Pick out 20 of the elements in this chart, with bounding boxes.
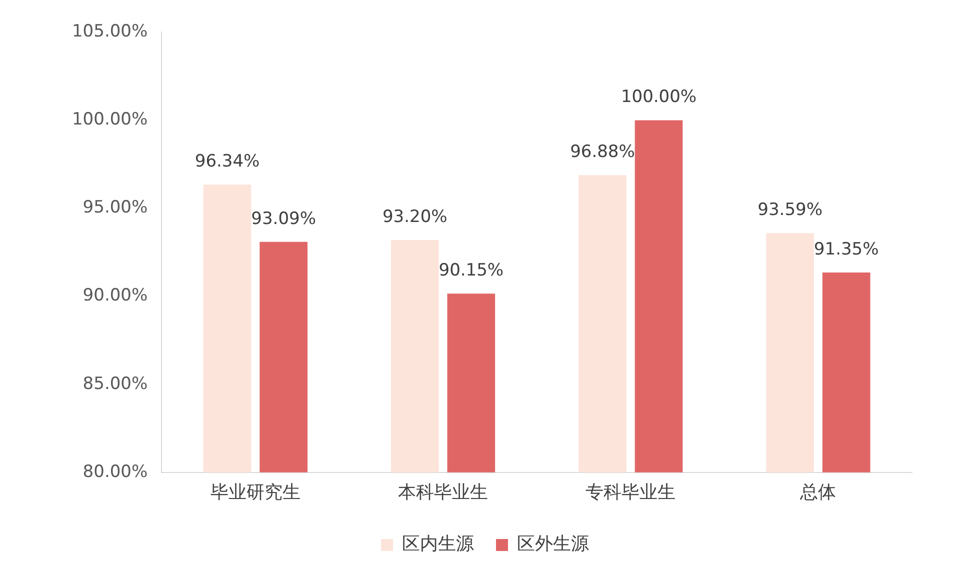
y-tick-label: 90.00% bbox=[82, 286, 148, 306]
x-tick-label: 专科毕业生 bbox=[586, 482, 676, 503]
y-tick-label: 100.00% bbox=[72, 110, 148, 130]
data-label: 90.15% bbox=[438, 260, 504, 281]
data-label: 96.34% bbox=[194, 152, 260, 172]
y-tick-label: 105.00% bbox=[72, 22, 148, 42]
data-label: 93.09% bbox=[251, 208, 316, 229]
data-label: 93.20% bbox=[382, 206, 448, 227]
legend-label: 区外生源 bbox=[517, 534, 589, 555]
data-label: 91.35% bbox=[814, 239, 879, 260]
x-tick-label: 总体 bbox=[799, 482, 836, 503]
x-tick-label: 本科毕业生 bbox=[398, 482, 488, 503]
y-tick-label: 80.00% bbox=[82, 462, 148, 482]
y-tick-label: 85.00% bbox=[82, 374, 148, 394]
data-label: 100.00% bbox=[620, 87, 697, 108]
legend-label: 区内生源 bbox=[402, 534, 474, 555]
y-tick-label: 95.00% bbox=[82, 198, 148, 218]
x-tick-label: 毕业研究生 bbox=[210, 482, 300, 503]
data-label: 96.88% bbox=[570, 142, 635, 162]
data-label: 93.59% bbox=[758, 200, 822, 220]
